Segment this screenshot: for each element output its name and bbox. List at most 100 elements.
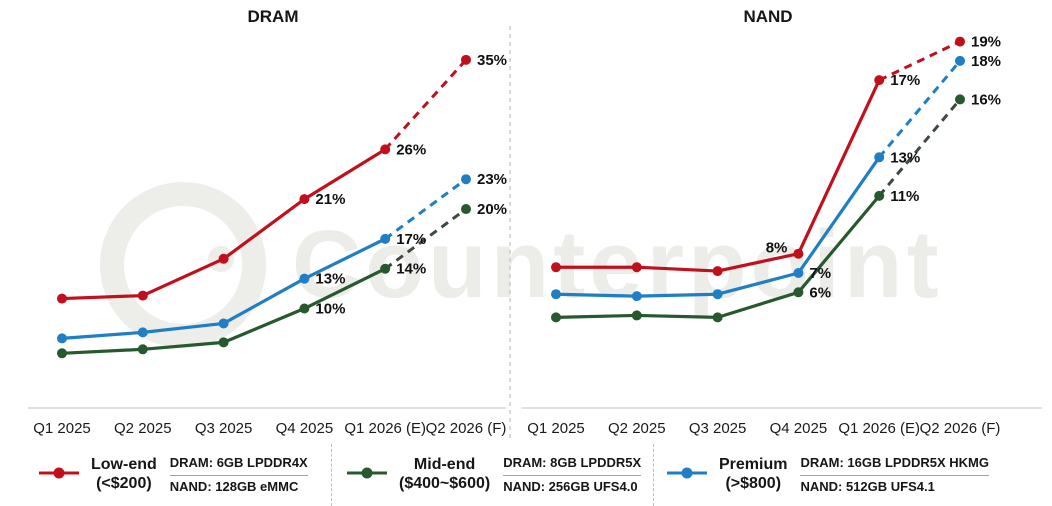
panel-dram: Q1 2025 Q2 2025 Q3 2025 Q4 2025 Q1 2026 (E) Q… <box>28 52 507 437</box>
legend-item-mid-end: Mid-end ($400~$600) DRAM: 8GB LPDDR5X NA… <box>331 444 653 506</box>
value-label: 7% <box>809 265 831 282</box>
legend-nand-spec: NAND: 256GB UFS4.0 <box>503 478 638 494</box>
data-point-marker <box>955 94 965 105</box>
legend-dram-spec: DRAM: 8GB LPDDR5X <box>503 455 642 476</box>
data-point-marker <box>631 310 642 321</box>
series-line-forecast <box>878 40 961 82</box>
data-point-marker <box>631 262 642 273</box>
series-line-forecast <box>878 59 962 159</box>
legend-spec-mid-end: DRAM: 8GB LPDDR5X NAND: 256GB UFS4.0 <box>503 455 642 495</box>
data-point-marker <box>793 248 804 259</box>
data-point-marker <box>380 144 391 155</box>
value-label: 26% <box>396 141 426 158</box>
legend-dram-spec: DRAM: 16GB LPDDR5X HKMG <box>800 455 989 476</box>
value-label: 11% <box>890 188 919 205</box>
series-line-actual <box>556 79 881 273</box>
legend-label-low-end: Low-end (<$200) <box>91 456 157 494</box>
data-point-marker <box>461 174 471 185</box>
x-axis-label: Q2 2026 (F) <box>426 420 507 437</box>
data-point-marker <box>551 262 561 273</box>
dram-panel-title: DRAM <box>247 7 299 26</box>
data-point-marker <box>57 333 67 344</box>
legend-nand-spec: NAND: 512GB UFS4.1 <box>800 478 935 494</box>
series-mid-end-400-600: 10% 14% 20% <box>57 201 507 359</box>
value-label: 20% <box>477 201 507 218</box>
value-label: 17% <box>396 231 426 248</box>
legend-label-line2: ($400~$600) <box>399 475 491 492</box>
x-axis-label: Q4 2025 <box>770 420 828 437</box>
panel-nand: Q1 2025 Q2 2025 Q3 2025 Q4 2025 Q1 2026 (E) Q… <box>522 34 1042 437</box>
low-end-series-marker-icon <box>36 464 82 487</box>
data-point-marker <box>712 289 723 300</box>
value-label: 14% <box>396 261 426 278</box>
data-point-marker <box>380 263 391 274</box>
counterpoint-watermark: Counterpoint <box>100 182 943 348</box>
x-axis-label: Q1 2026 (E) <box>838 420 920 437</box>
series-line-forecast <box>878 98 962 197</box>
data-point-marker <box>874 190 885 201</box>
data-point-marker <box>551 289 561 300</box>
data-point-marker <box>631 291 642 302</box>
x-axis-label: Q2 2025 <box>608 420 666 437</box>
value-label: 17% <box>890 72 920 89</box>
legend: Low-end (<$200) DRAM: 6GB LPDDR4X NAND: … <box>0 444 1052 506</box>
data-point-marker <box>955 36 965 47</box>
legend-item-premium: Premium (>$800) DRAM: 16GB LPDDR5X HKMG … <box>653 444 1052 506</box>
legend-dram-spec: DRAM: 6GB LPDDR4X <box>169 455 308 476</box>
data-point-marker <box>218 318 229 329</box>
data-point-marker <box>461 54 471 65</box>
data-point-marker <box>137 327 148 338</box>
data-point-marker <box>955 55 965 66</box>
legend-label-line1: Mid-end <box>413 456 476 474</box>
x-axis-label: Q3 2025 <box>689 420 747 437</box>
series-mid-end-400-600: 6% 11% 16% <box>551 91 1001 323</box>
legend-spec-low-end: DRAM: 6GB LPDDR4X NAND: 128GB eMMC <box>169 455 308 495</box>
premium-series-marker-icon <box>664 464 710 487</box>
data-point-marker <box>712 312 723 323</box>
data-point-marker <box>299 194 310 205</box>
data-point-marker <box>461 204 471 215</box>
data-point-marker <box>551 312 561 323</box>
chart-canvas: Q1 2025 Q2 2025 Q3 2025 Q4 2025 Q1 2026 (E) Q… <box>28 26 1042 438</box>
data-point-marker <box>874 152 885 163</box>
legend-nand-spec: NAND: 128GB eMMC <box>169 478 299 494</box>
value-label: 21% <box>315 191 345 208</box>
mid-end-series-marker-icon <box>344 464 390 487</box>
value-label: 18% <box>971 53 1001 70</box>
data-point-marker <box>137 290 148 301</box>
data-point-marker <box>299 303 310 314</box>
value-label: 13% <box>315 271 345 288</box>
legend-label-mid-end: Mid-end ($400~$600) <box>399 456 490 494</box>
legend-label-line1: Premium <box>719 456 788 474</box>
data-point-marker <box>218 253 229 264</box>
x-axis-label: Q1 2025 <box>33 420 91 437</box>
data-point-marker <box>218 337 229 348</box>
legend-label-premium: Premium (>$800) <box>719 456 787 494</box>
series-line-forecast <box>384 207 467 270</box>
value-label: 6% <box>809 284 831 301</box>
legend-item-low-end: Low-end (<$200) DRAM: 6GB LPDDR4X NAND: … <box>0 444 331 506</box>
nand-panel-title: NAND <box>743 7 793 26</box>
x-axis-label: Q3 2025 <box>195 420 253 437</box>
legend-label-line2: (<$200) <box>96 475 152 492</box>
data-point-marker <box>57 348 67 359</box>
x-axis-label: Q2 2025 <box>114 420 172 437</box>
data-point-marker <box>793 268 804 278</box>
legend-spec-premium: DRAM: 16GB LPDDR5X HKMG NAND: 512GB UFS4… <box>800 455 989 495</box>
x-axis-label: Q1 2025 <box>527 420 585 437</box>
data-point-marker <box>137 344 148 355</box>
x-axis-label: Q1 2026 (E) <box>344 420 426 437</box>
value-label: 13% <box>890 149 920 166</box>
series-line-forecast <box>384 178 467 241</box>
value-label: 23% <box>477 171 507 188</box>
value-label: 19% <box>971 34 1001 51</box>
data-point-marker <box>793 287 804 298</box>
value-label: 10% <box>315 301 345 318</box>
series-premium-800: 7% 13% 18% <box>551 53 1001 302</box>
legend-label-line2: (>$800) <box>725 475 782 492</box>
data-point-marker <box>712 266 723 277</box>
value-label: 35% <box>477 52 507 69</box>
x-axis-label: Q4 2025 <box>276 420 334 437</box>
series-premium-800: 13% 17% 23% <box>57 171 507 344</box>
